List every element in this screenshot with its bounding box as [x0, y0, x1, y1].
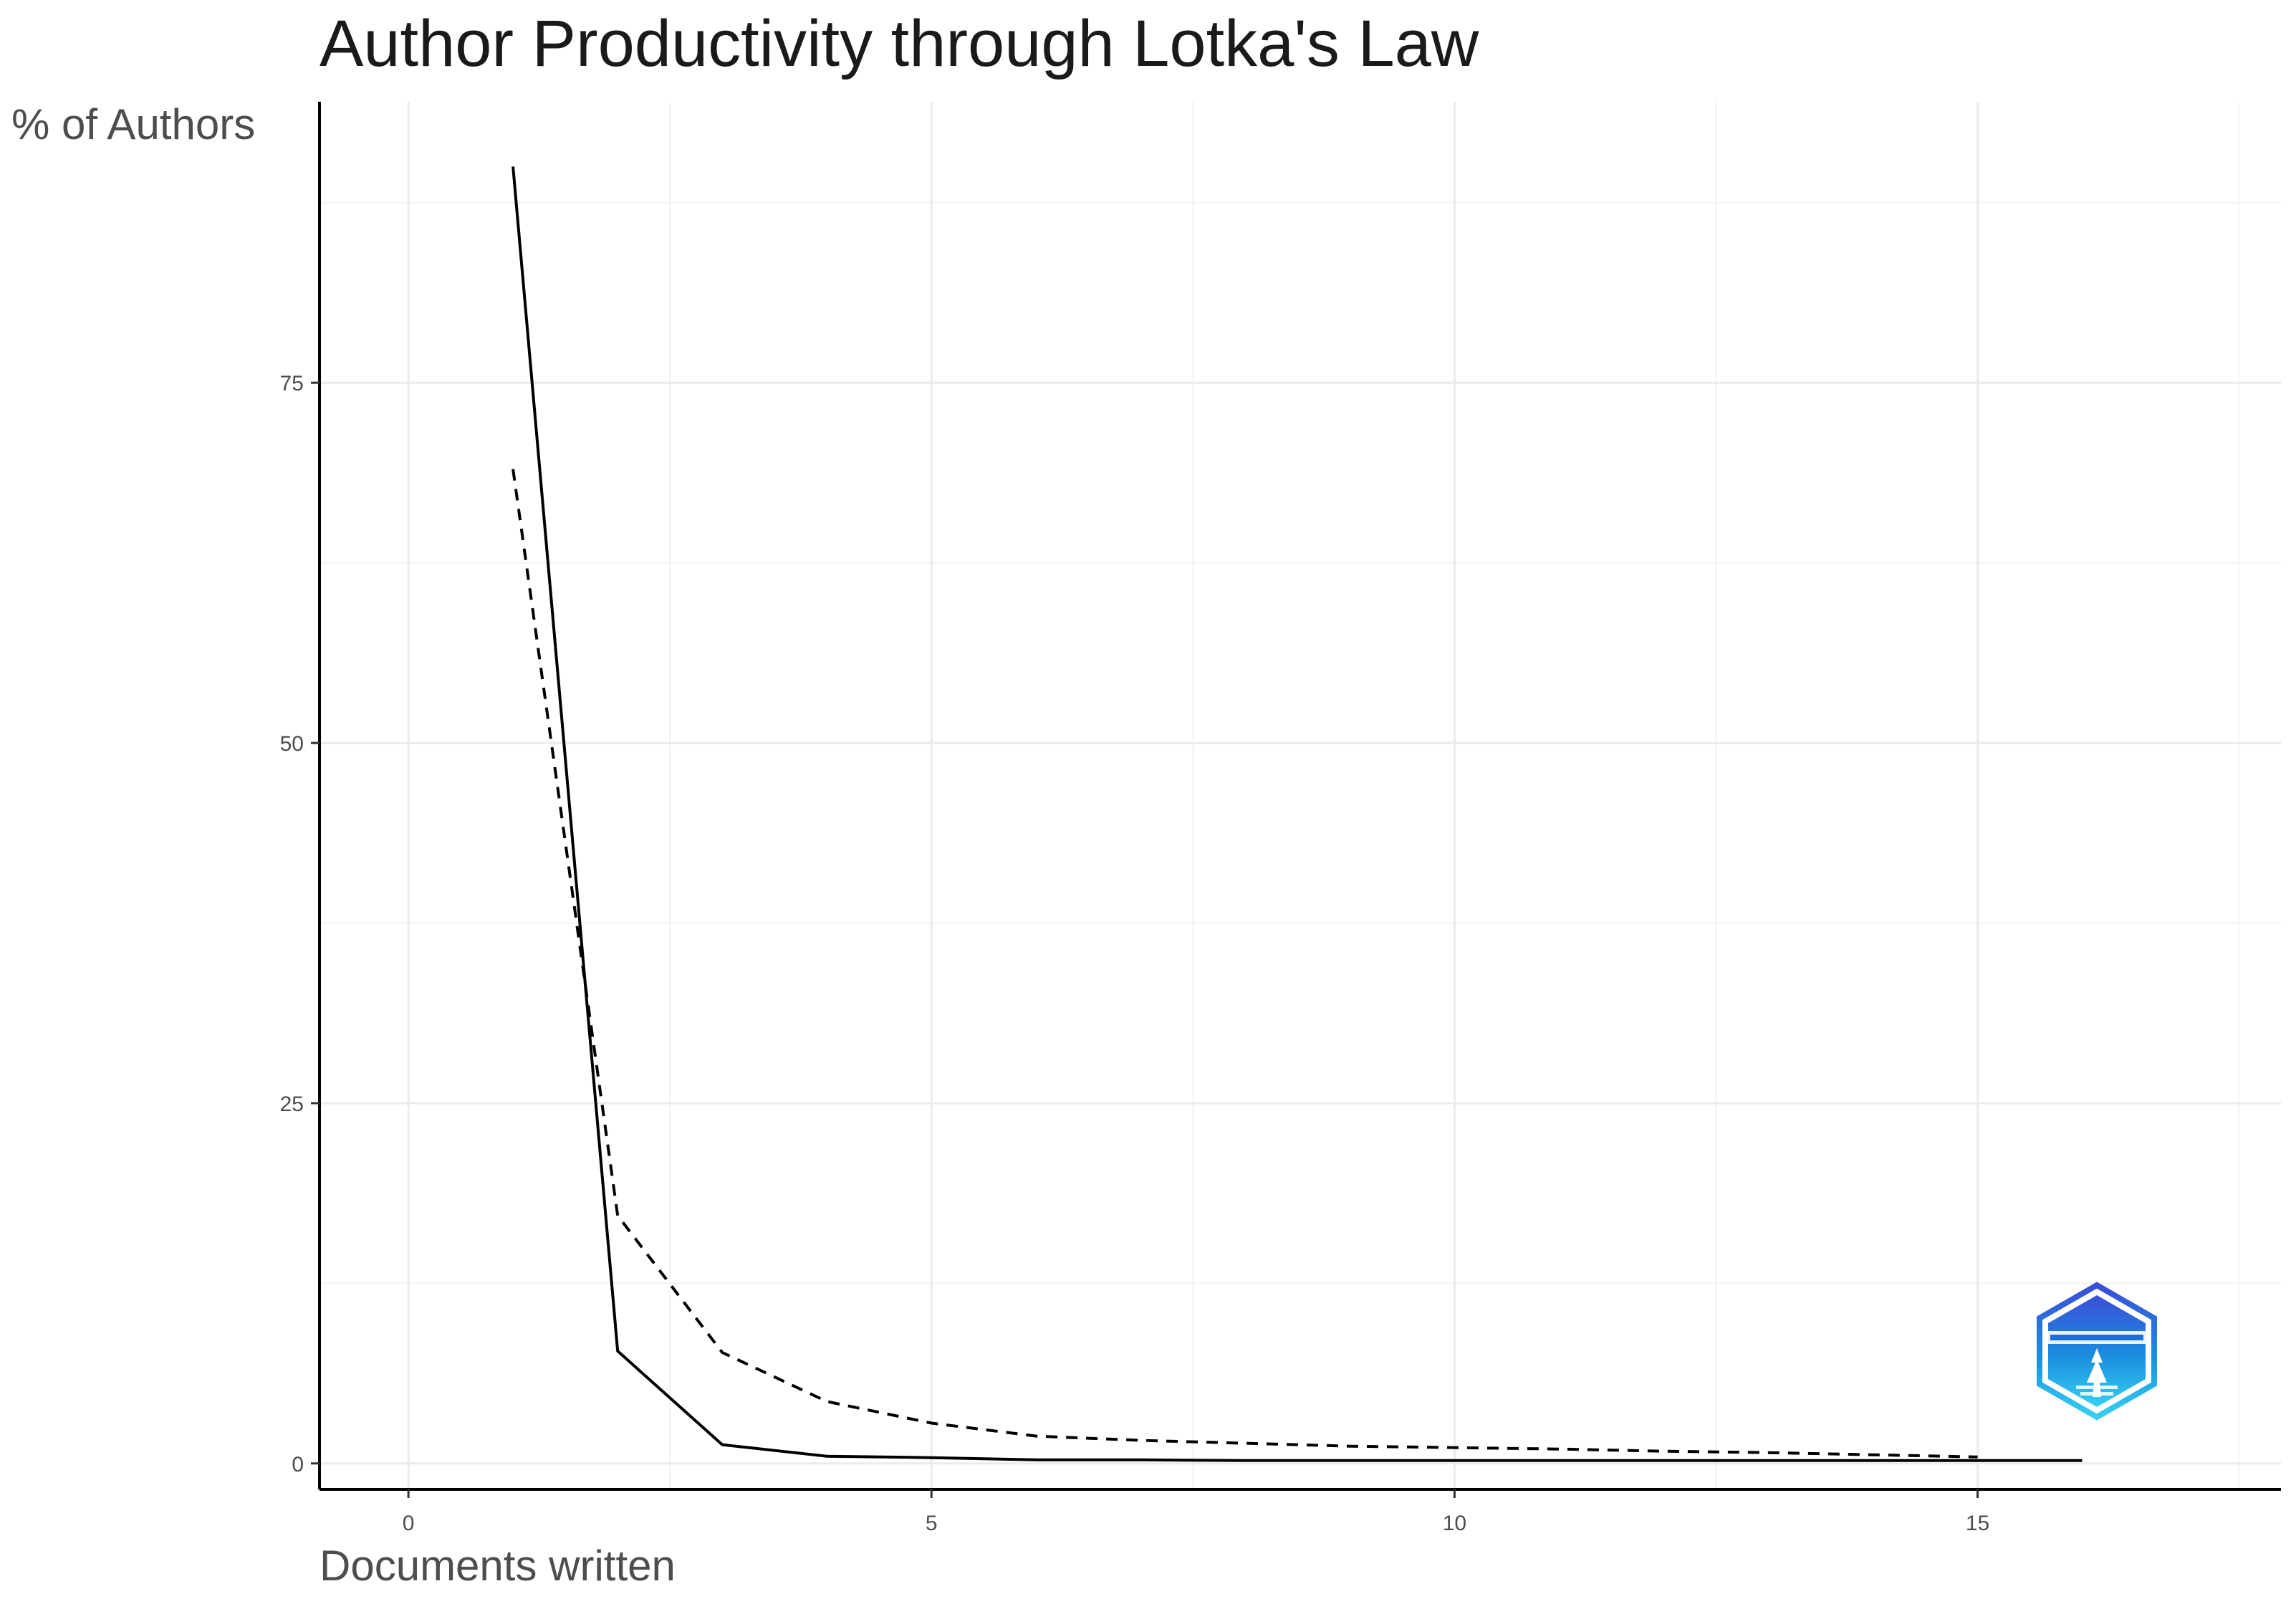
axes — [311, 102, 2281, 1498]
y-tick-label: 0 — [292, 1453, 304, 1476]
tick-labels: 0 5 10 15 0 25 50 75 — [280, 372, 1990, 1535]
x-tick-label: 0 — [403, 1512, 415, 1535]
y-axis-label: % of Authors — [11, 100, 256, 148]
chart-title: Author Productivity through Lotka's Law — [320, 7, 1479, 80]
series-line-dashed — [511, 469, 1978, 1459]
x-tick-label: 5 — [926, 1512, 938, 1535]
x-axis-label: Documents written — [320, 1542, 676, 1590]
bibliometrix-logo-icon — [2037, 1282, 2157, 1421]
y-tick-label: 75 — [280, 372, 304, 395]
y-tick-label: 25 — [280, 1092, 304, 1116]
x-tick-label: 10 — [1443, 1512, 1466, 1535]
series-lines — [511, 166, 2083, 1462]
y-tick-label: 50 — [280, 732, 304, 756]
x-tick-label: 15 — [1966, 1512, 1989, 1535]
grid-lines — [320, 102, 2281, 1489]
series-line-solid — [511, 166, 2083, 1462]
